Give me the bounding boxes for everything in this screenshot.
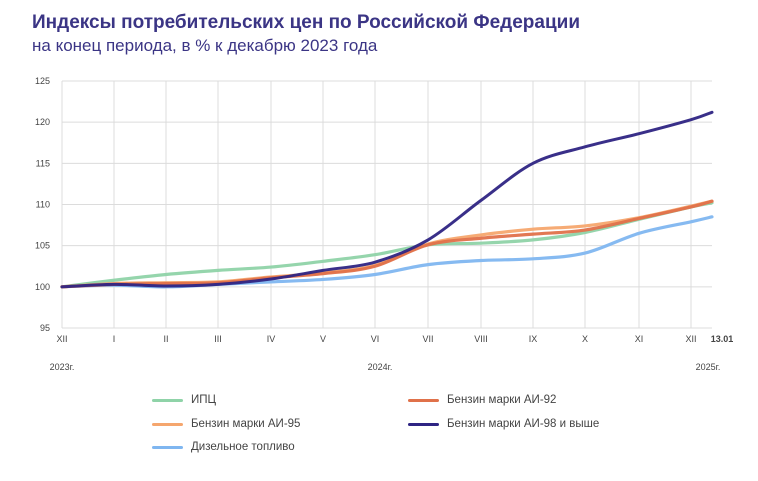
series-line-1	[60, 199, 714, 289]
legend-item: ИПЦ	[152, 394, 216, 406]
x-tick-label: X	[582, 334, 588, 344]
y-tick-label: 105	[35, 241, 50, 251]
x-tick-label: IX	[529, 334, 538, 344]
x-tick-label: XII	[56, 334, 67, 344]
legend-item: Бензин марки АИ-92	[408, 394, 556, 406]
x-tick-label: VII	[422, 334, 433, 344]
y-tick-label: 110	[36, 200, 50, 210]
chart-title: Индексы потребительских цен по Российско…	[32, 12, 580, 33]
year-label: 2024г.	[368, 362, 393, 372]
x-tick-label: 13.01	[711, 334, 734, 344]
y-tick-label: 125	[35, 76, 50, 86]
x-tick-label: III	[214, 334, 222, 344]
legend-label: Дизельное топливо	[191, 441, 295, 453]
y-tick-label: 120	[35, 117, 50, 127]
x-tick-label: II	[163, 334, 168, 344]
x-tick-label: XII	[685, 334, 696, 344]
legend-label: Бензин марки АИ-98 и выше	[447, 418, 600, 430]
x-tick-label: XI	[635, 334, 644, 344]
legend-swatch	[152, 445, 183, 449]
legend-item: Бензин марки АИ-98 и выше	[408, 418, 599, 430]
x-tick-label: I	[113, 334, 116, 344]
legend-swatch	[152, 422, 183, 426]
chart-subtitle: на конец периода, в % к декабрю 2023 год…	[32, 36, 378, 55]
series-line-3	[60, 110, 714, 289]
y-tick-label: 95	[40, 323, 50, 333]
x-tick-label: IV	[267, 334, 276, 344]
legend-swatch	[408, 398, 439, 402]
legend-swatch	[408, 422, 439, 426]
legend-item: Бензин марки АИ-95	[152, 418, 300, 430]
y-tick-label: 115	[36, 158, 50, 168]
x-tick-label: VI	[371, 334, 380, 344]
x-tick-label: VIII	[474, 334, 488, 344]
legend-item: Дизельное топливо	[152, 441, 295, 453]
legend-swatch	[152, 398, 183, 402]
x-tick-label: V	[320, 334, 326, 344]
year-label: 2025г.	[696, 362, 721, 372]
year-label: 2023г.	[50, 362, 75, 372]
legend-label: Бензин марки АИ-95	[191, 418, 301, 430]
y-tick-label: 100	[35, 282, 50, 292]
legend-label: ИПЦ	[191, 394, 217, 406]
legend-label: Бензин марки АИ-92	[447, 394, 557, 406]
series-line-0	[60, 201, 714, 289]
